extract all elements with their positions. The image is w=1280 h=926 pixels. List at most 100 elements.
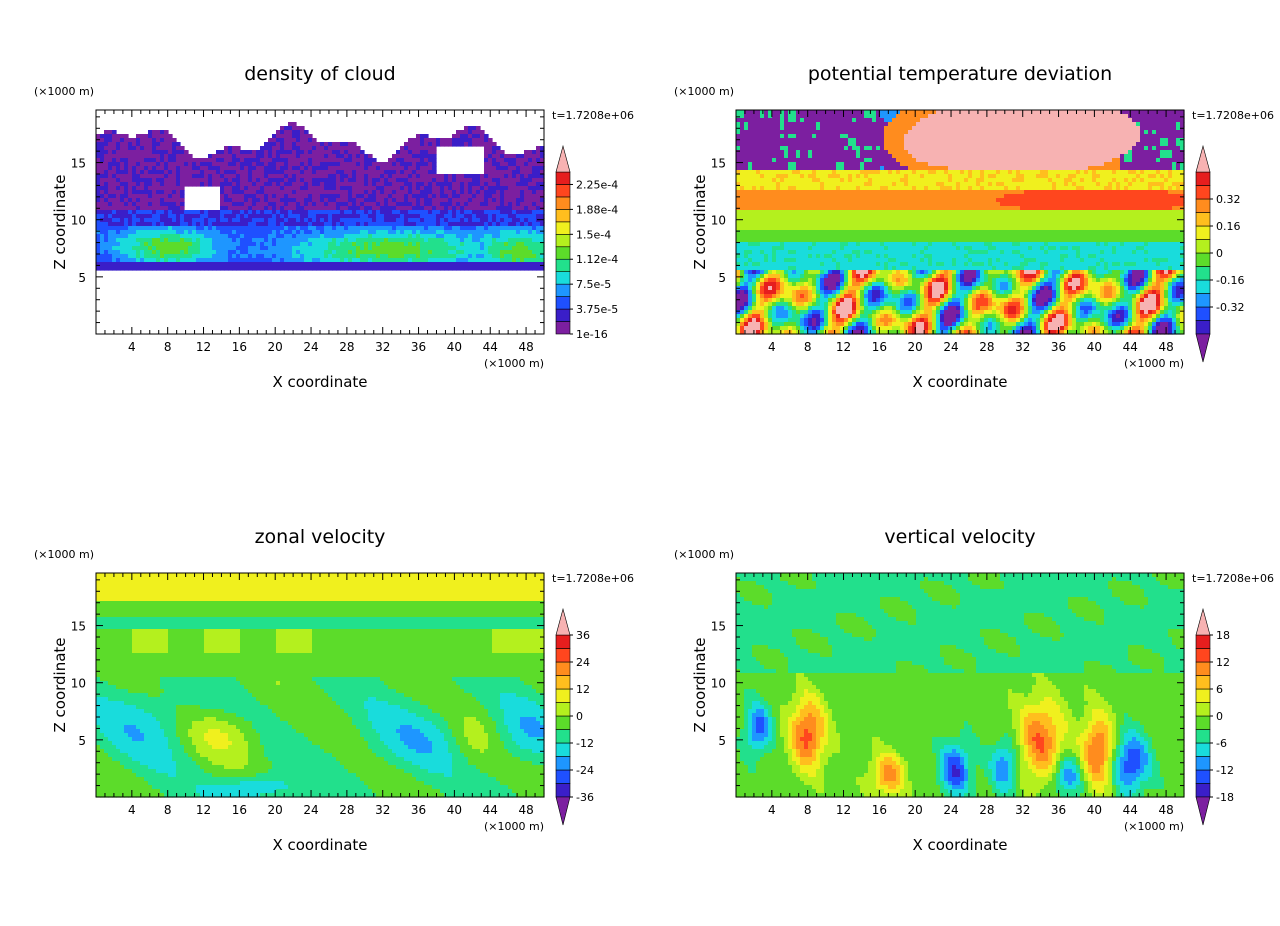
y-unit-label: (×1000 m) bbox=[34, 85, 94, 98]
field-cell bbox=[828, 206, 833, 211]
field-cell bbox=[140, 210, 145, 215]
field-cell bbox=[288, 138, 293, 143]
field-cell bbox=[740, 154, 745, 159]
field-cell bbox=[800, 154, 805, 159]
field-cell bbox=[288, 198, 293, 203]
field-cell bbox=[424, 226, 429, 231]
field-cell bbox=[208, 174, 213, 179]
field-cell bbox=[820, 246, 825, 251]
field-cell bbox=[308, 234, 313, 239]
field-cell bbox=[820, 310, 825, 315]
field-cell bbox=[804, 190, 809, 195]
field-cell bbox=[400, 246, 405, 251]
field-cell bbox=[436, 142, 441, 147]
field-cell bbox=[328, 202, 333, 207]
field-cell bbox=[216, 158, 221, 163]
field-cell bbox=[488, 202, 493, 207]
field-cell bbox=[128, 262, 133, 267]
field-cell bbox=[156, 202, 161, 207]
field-cell bbox=[104, 154, 109, 159]
field-cell bbox=[460, 194, 465, 199]
field-cell bbox=[136, 178, 141, 183]
field-cell bbox=[160, 230, 165, 235]
field-cell bbox=[152, 174, 157, 179]
field-cell bbox=[428, 206, 433, 211]
field-cell bbox=[396, 246, 401, 251]
field-cell bbox=[520, 170, 525, 175]
field-cell bbox=[300, 202, 305, 207]
y-tick-label: 10 bbox=[71, 214, 86, 228]
field-cell bbox=[496, 174, 501, 179]
field-cell bbox=[780, 302, 785, 307]
field-cell bbox=[516, 186, 521, 191]
field-cell bbox=[232, 198, 237, 203]
field-cell bbox=[528, 202, 533, 207]
field-cell bbox=[112, 178, 117, 183]
field-cell bbox=[744, 126, 749, 131]
field-cell bbox=[408, 250, 413, 255]
field-cell bbox=[736, 198, 741, 203]
field-cell bbox=[360, 250, 365, 255]
field-cell bbox=[500, 170, 505, 175]
field-cell bbox=[756, 310, 761, 315]
field-cell bbox=[484, 186, 489, 191]
field-cell bbox=[172, 230, 177, 235]
field-cell bbox=[284, 126, 289, 131]
field-cell bbox=[756, 266, 761, 271]
field-cell bbox=[420, 202, 425, 207]
field-cell bbox=[180, 202, 185, 207]
field-cell bbox=[184, 226, 189, 231]
field-cell bbox=[264, 230, 269, 235]
field-cell bbox=[324, 230, 329, 235]
field-cell bbox=[444, 242, 449, 247]
field-cell bbox=[736, 266, 741, 271]
field-cell bbox=[240, 234, 245, 239]
field-cell bbox=[504, 174, 509, 179]
field-cell bbox=[428, 174, 433, 179]
field-cell bbox=[392, 158, 397, 163]
field-cell bbox=[368, 254, 373, 259]
field-cell bbox=[96, 190, 101, 195]
field-cell bbox=[468, 254, 473, 259]
field-cell bbox=[176, 242, 181, 247]
field-cell bbox=[376, 246, 381, 251]
field-cell bbox=[448, 142, 453, 147]
field-cell bbox=[428, 154, 433, 159]
field-cell bbox=[196, 234, 201, 239]
field-cell bbox=[516, 218, 521, 223]
field-cell bbox=[496, 222, 501, 227]
field-cell bbox=[808, 194, 813, 199]
colorbar: 1e-163.75e-57.5e-51.12e-41.5e-41.88e-42.… bbox=[555, 144, 618, 341]
field-cell bbox=[288, 194, 293, 199]
field-cell bbox=[736, 138, 741, 143]
field-cell bbox=[224, 250, 229, 255]
x-tick-label: 16 bbox=[232, 340, 247, 354]
field-cell bbox=[160, 210, 165, 215]
field-cell bbox=[100, 238, 105, 243]
field-cell bbox=[336, 202, 341, 207]
field-cell bbox=[180, 166, 185, 171]
field-cell bbox=[744, 294, 749, 299]
field-cell bbox=[184, 262, 189, 267]
field-cell bbox=[288, 142, 293, 147]
field-cell bbox=[792, 110, 797, 115]
field-cell bbox=[236, 202, 241, 207]
field-cell bbox=[300, 182, 305, 187]
field-cell bbox=[804, 142, 809, 147]
field-cell bbox=[784, 282, 789, 287]
field-cell bbox=[768, 274, 773, 279]
field-cell bbox=[468, 142, 473, 147]
field-cell bbox=[268, 234, 273, 239]
field-cell bbox=[248, 178, 253, 183]
field-cell bbox=[424, 162, 429, 167]
field-cell bbox=[160, 134, 165, 139]
field-cell bbox=[748, 310, 753, 315]
field-cell bbox=[416, 258, 421, 263]
field-cell bbox=[476, 218, 481, 223]
field-cell bbox=[284, 234, 289, 239]
field-cell bbox=[376, 170, 381, 175]
field-cell bbox=[276, 174, 281, 179]
field-cell bbox=[276, 258, 281, 263]
field-cell bbox=[332, 142, 337, 147]
field-cell bbox=[344, 158, 349, 163]
